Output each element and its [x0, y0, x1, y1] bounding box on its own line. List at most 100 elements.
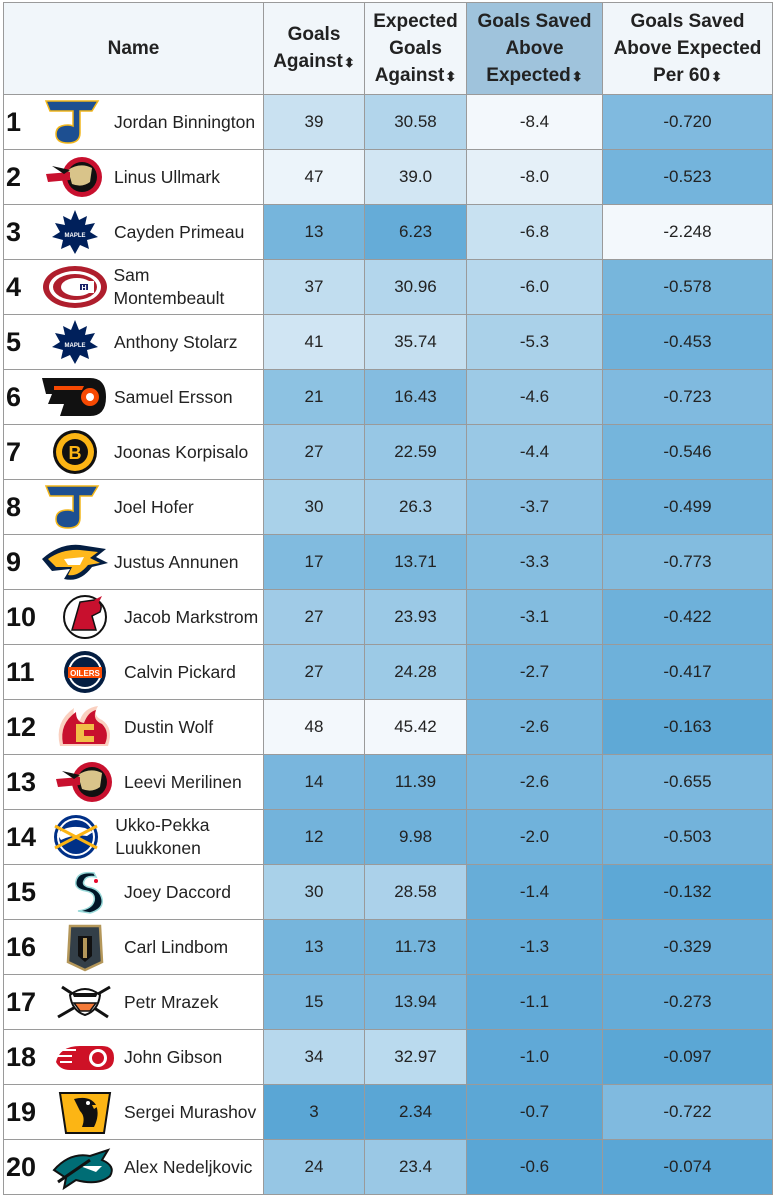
goals-against-cell: 34: [263, 1029, 365, 1085]
name-cell: 10 Jacob Markstrom: [3, 589, 264, 645]
rank-label: 13: [6, 766, 37, 797]
rank-label: 18: [6, 1041, 37, 1072]
table-row: 4 H Sam Montembeault 37 30.96 -6.0 -0.578: [3, 259, 773, 315]
name-header[interactable]: Name: [3, 2, 264, 95]
rank-label: 5: [6, 326, 22, 357]
rank-label: 10: [6, 601, 37, 632]
expected-goals-against-cell: 11.39: [364, 754, 467, 810]
name-cell: 11 OILERS Calvin Pickard: [3, 644, 264, 700]
goals-saved-above-expected-header[interactable]: Goals Saved Above Expected⬍: [466, 2, 603, 95]
sort-icon[interactable]: ⬍: [343, 55, 355, 70]
goals-saved-above-expected-per-60-cell: -0.163: [602, 699, 773, 755]
goals-saved-above-expected-per-60-cell: -0.655: [602, 754, 773, 810]
rank-label: 11: [6, 656, 35, 687]
goals-saved-above-expected-per-60-cell: -0.273: [602, 974, 773, 1030]
expected-goals-against-cell: 23.4: [364, 1139, 467, 1195]
expected-goals-against-cell: 26.3: [364, 479, 467, 535]
goals-saved-above-expected-cell: -3.1: [466, 589, 603, 645]
goals-against-cell: 14: [263, 754, 365, 810]
goals-against-cell: 27: [263, 424, 365, 480]
team-logo-icon: MAPLE: [40, 317, 110, 367]
goals-saved-above-expected-cell: -0.6: [466, 1139, 603, 1195]
goals-saved-above-expected-per-60-cell: -0.097: [602, 1029, 773, 1085]
name-cell: 13 Leevi Merilinen: [3, 754, 264, 810]
goals-against-cell: 15: [263, 974, 365, 1030]
table-row: 18 John Gibson 34 32.97 -1.0 -0.097: [3, 1029, 773, 1085]
rank-label: 20: [6, 1151, 37, 1182]
expected-goals-against-cell: 32.97: [364, 1029, 467, 1085]
goals-saved-above-expected-per-60-header[interactable]: Goals Saved Above Expected Per 60⬍: [602, 2, 773, 95]
player-name: Linus Ullmark: [114, 166, 220, 187]
expected-goals-against-cell: 2.34: [364, 1084, 467, 1140]
expected-goals-against-cell: 6.23: [364, 204, 467, 260]
name-cell: 3 MAPLE Cayden Primeau: [3, 204, 264, 260]
goals-saved-above-expected-cell: -3.3: [466, 534, 603, 590]
name-cell: 1 Jordan Binnington: [3, 94, 264, 150]
goals-saved-above-expected-per-60-cell: -0.074: [602, 1139, 773, 1195]
goals-saved-above-expected-per-60-cell: -0.503: [602, 809, 773, 865]
sort-icon[interactable]: ⬍: [571, 68, 583, 84]
table-row: 14 Ukko-Pekka Luukkonen 12 9.98 -2.0 -0.503: [3, 809, 773, 865]
player-name: Justus Annunen: [114, 551, 239, 572]
team-logo-icon: [41, 812, 111, 862]
sort-icon[interactable]: ⬍: [711, 68, 722, 84]
team-logo-icon: MAPLE: [40, 207, 110, 257]
goals-against-cell: 24: [263, 1139, 365, 1195]
expected-goals-against-cell: 24.28: [364, 644, 467, 700]
goals-saved-above-expected-per-60-cell: -0.523: [602, 149, 773, 205]
rank-label: 7: [6, 436, 22, 467]
goals-saved-above-expected-cell: -8.0: [466, 149, 603, 205]
goals-against-cell: 30: [263, 479, 365, 535]
expected-goals-against-cell: 23.93: [364, 589, 467, 645]
goals-saved-above-expected-cell: -1.0: [466, 1029, 603, 1085]
goals-against-cell: 12: [263, 809, 365, 865]
goals-saved-above-expected-per-60-cell: -0.773: [602, 534, 773, 590]
goals-saved-above-expected-cell: -8.4: [466, 94, 603, 150]
svg-text:MAPLE: MAPLE: [65, 343, 86, 349]
player-name: Anthony Stolarz: [114, 331, 238, 352]
rank-label: 14: [6, 821, 37, 852]
name-cell: 9 Justus Annunen: [3, 534, 264, 590]
name-cell: 20 Alex Nedeljkovic: [3, 1139, 264, 1195]
team-logo-icon: [50, 867, 120, 917]
name-cell: 12 Dustin Wolf: [3, 699, 264, 755]
goals-saved-above-expected-per-60-cell: -0.720: [602, 94, 773, 150]
expected-goals-against-cell: 35.74: [364, 314, 467, 370]
name-cell: 8 Joel Hofer: [3, 479, 264, 535]
table-row: 12 Dustin Wolf 48 45.42 -2.6 -0.163: [3, 699, 773, 755]
player-name: Calvin Pickard: [124, 661, 236, 682]
table-row: 3 MAPLE Cayden Primeau 13 6.23 -6.8 -2.248: [3, 204, 773, 260]
name-cell: 18 John Gibson: [3, 1029, 264, 1085]
sort-icon[interactable]: ⬍: [445, 68, 457, 84]
team-logo-icon: [40, 537, 110, 587]
table-row: 7 B Joonas Korpisalo 27 22.59 -4.4 -0.546: [3, 424, 773, 480]
rank-label: 3: [6, 216, 22, 247]
team-logo-icon: [50, 702, 120, 752]
goals-saved-above-expected-cell: -2.7: [466, 644, 603, 700]
player-name: John Gibson: [124, 1046, 223, 1067]
goals-against-cell: 30: [263, 864, 365, 920]
goals-saved-above-expected-cell: -1.4: [466, 864, 603, 920]
header-row: Name Goals Against⬍ Expected Goals Again…: [3, 2, 773, 95]
player-name: Sam Montembeault: [113, 265, 225, 308]
goals-against-cell: 13: [263, 204, 365, 260]
expected-goals-against-cell: 30.58: [364, 94, 467, 150]
player-name: Alex Nedeljkovic: [124, 1156, 253, 1177]
rank-label: 2: [6, 161, 22, 192]
goals-against-cell: 13: [263, 919, 365, 975]
player-name: Jordan Binnington: [114, 111, 256, 132]
goals-saved-above-expected-per-60-cell: -0.417: [602, 644, 773, 700]
player-name: Petr Mrazek: [124, 991, 219, 1012]
table-row: 8 Joel Hofer 30 26.3 -3.7 -0.499: [3, 479, 773, 535]
table-row: 19 Sergei Murashov 3 2.34 -0.7 -0.722: [3, 1084, 773, 1140]
goals-against-cell: 17: [263, 534, 365, 590]
goals-saved-above-expected-per-60-cell: -0.453: [602, 314, 773, 370]
table-row: 13 Leevi Merilinen 14 11.39 -2.6 -0.655: [3, 754, 773, 810]
goals-against-header[interactable]: Goals Against⬍: [263, 2, 365, 95]
goals-saved-above-expected-per-60-cell: -0.132: [602, 864, 773, 920]
player-name: Carl Lindbom: [124, 936, 229, 957]
goals-saved-above-expected-per-60-cell: -0.722: [602, 1084, 773, 1140]
team-logo-icon: [40, 152, 110, 202]
expected-goals-against-header[interactable]: Expected Goals Against⬍: [364, 2, 467, 95]
name-cell: 7 B Joonas Korpisalo: [3, 424, 264, 480]
